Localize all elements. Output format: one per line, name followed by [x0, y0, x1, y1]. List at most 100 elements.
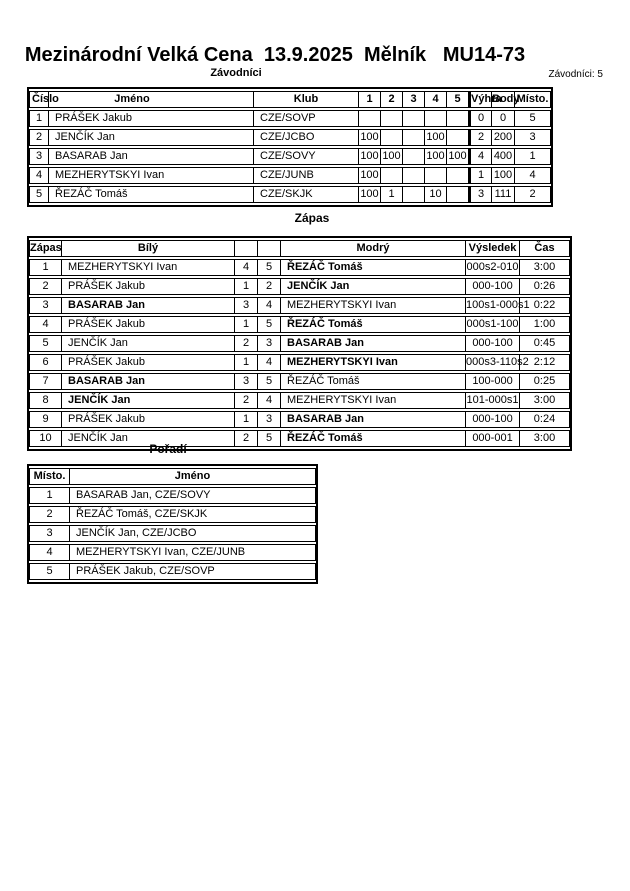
cell-name: MEZHERYTSKYI Ivan — [49, 167, 254, 184]
cell-standing-place: 3 — [29, 525, 70, 542]
standings-table: Místo. Jméno 1 BASARAB Jan, CZE/SOVY 2 Ř… — [27, 464, 318, 584]
col-header-blue-number — [258, 240, 281, 257]
cell-white-number: 1 — [235, 278, 258, 295]
cell-match-number: 9 — [29, 411, 62, 428]
cell-standing-name: ŘEZÁČ Tomáš, CZE/SKJK — [70, 506, 316, 523]
cell-standing-place: 4 — [29, 544, 70, 561]
cell-white-name: MEZHERYTSKYI Ivan — [62, 259, 235, 276]
cell-time: 0:24 — [520, 411, 570, 428]
cell-blue-name: JENČÍK Jan — [281, 278, 466, 295]
cell-blue-number: 4 — [258, 354, 281, 371]
col-header-white-number — [235, 240, 258, 257]
cell-white-number: 1 — [235, 411, 258, 428]
standing-row: 4 MEZHERYTSKYI Ivan, CZE/JUNB — [29, 544, 316, 561]
col-header-place: Místo. — [515, 91, 551, 108]
competitor-row: 2 JENČÍK Jan CZE/JCBO 100 100 2 200 3 — [29, 129, 551, 146]
cell-wins: 1 — [469, 167, 492, 184]
cell-number: 1 — [29, 110, 49, 127]
cell-round-4: 100 — [425, 129, 447, 146]
cell-blue-name: ŘEZÁČ Tomáš — [281, 316, 466, 333]
cell-match-number: 10 — [29, 430, 62, 447]
cell-time: 0:22 — [520, 297, 570, 314]
cell-number: 4 — [29, 167, 49, 184]
cell-standing-name: PRÁŠEK Jakub, CZE/SOVP — [70, 563, 316, 580]
cell-name: BASARAB Jan — [49, 148, 254, 165]
cell-blue-number: 4 — [258, 392, 281, 409]
cell-round-2 — [381, 129, 403, 146]
matches-header-row: Zápas Bílý Modrý Výsledek Čas — [29, 240, 570, 257]
cell-place: 4 — [515, 167, 551, 184]
cell-white-name: JENČÍK Jan — [62, 335, 235, 352]
cell-round-5 — [447, 167, 469, 184]
competitor-row: 5 ŘEZÁČ Tomáš CZE/SKJK 100 1 10 3 111 2 — [29, 186, 551, 203]
cell-club: CZE/SOVY — [254, 148, 359, 165]
competitor-row: 1 PRÁŠEK Jakub CZE/SOVP 0 0 5 — [29, 110, 551, 127]
match-row: 10 JENČÍK Jan 2 5 ŘEZÁČ Tomáš 000-001 3:… — [29, 430, 570, 447]
col-header-round-4: 4 — [425, 91, 447, 108]
cell-round-2 — [381, 110, 403, 127]
cell-round-4: 100 — [425, 148, 447, 165]
match-row: 2 PRÁŠEK Jakub 1 2 JENČÍK Jan 000-100 0:… — [29, 278, 570, 295]
match-row: 4 PRÁŠEK Jakub 1 5 ŘEZÁČ Tomáš 000s1-100… — [29, 316, 570, 333]
cell-standing-place: 2 — [29, 506, 70, 523]
col-header-round-1: 1 — [359, 91, 381, 108]
col-header-round-2: 2 — [381, 91, 403, 108]
cell-white-name: JENČÍK Jan — [62, 392, 235, 409]
col-header-match: Zápas — [29, 240, 62, 257]
cell-result: 000s2-010 — [466, 259, 520, 276]
cell-white-name: PRÁŠEK Jakub — [62, 278, 235, 295]
cell-number: 3 — [29, 148, 49, 165]
cell-standing-place: 1 — [29, 487, 70, 504]
cell-match-number: 5 — [29, 335, 62, 352]
cell-points: 111 — [492, 186, 515, 203]
cell-time: 2:12 — [520, 354, 570, 371]
cell-club: CZE/JCBO — [254, 129, 359, 146]
cell-round-2: 100 — [381, 148, 403, 165]
cell-round-5 — [447, 129, 469, 146]
cell-blue-name: ŘEZÁČ Tomáš — [281, 373, 466, 390]
competitor-row: 3 BASARAB Jan CZE/SOVY 100 100 100 100 4… — [29, 148, 551, 165]
match-row: 1 MEZHERYTSKYI Ivan 4 5 ŘEZÁČ Tomáš 000s… — [29, 259, 570, 276]
cell-white-name: BASARAB Jan — [62, 297, 235, 314]
cell-white-name: PRÁŠEK Jakub — [62, 316, 235, 333]
cell-result: 000s1-100 — [466, 316, 520, 333]
matches-section-label: Zápas — [294, 211, 330, 225]
cell-round-3 — [403, 129, 425, 146]
cell-round-1: 100 — [359, 167, 381, 184]
cell-standing-name: BASARAB Jan, CZE/SOVY — [70, 487, 316, 504]
match-row: 5 JENČÍK Jan 2 3 BASARAB Jan 000-100 0:4… — [29, 335, 570, 352]
col-header-number: Číslo — [29, 91, 59, 108]
cell-white-name: JENČÍK Jan — [62, 430, 235, 447]
cell-wins: 3 — [469, 186, 492, 203]
cell-white-number: 2 — [235, 335, 258, 352]
cell-white-number: 2 — [235, 430, 258, 447]
standing-row: 5 PRÁŠEK Jakub, CZE/SOVP — [29, 563, 316, 580]
col-header-name: Jméno — [49, 91, 254, 108]
col-header-round-3: 3 — [403, 91, 425, 108]
cell-number: 5 — [29, 186, 49, 203]
cell-white-number: 3 — [235, 373, 258, 390]
col-header-round-5: 5 — [447, 91, 469, 108]
competitor-row: 4 MEZHERYTSKYI Ivan CZE/JUNB 100 1 100 4 — [29, 167, 551, 184]
cell-time: 0:26 — [520, 278, 570, 295]
match-row: 3 BASARAB Jan 3 4 MEZHERYTSKYI Ivan 100s… — [29, 297, 570, 314]
competitors-section-label: Závodníci — [210, 67, 262, 79]
cell-blue-name: ŘEZÁČ Tomáš — [281, 430, 466, 447]
competitors-count: Závodníci: 5 — [548, 69, 603, 80]
cell-time: 3:00 — [520, 430, 570, 447]
cell-white-name: PRÁŠEK Jakub — [62, 411, 235, 428]
col-header-white: Bílý — [62, 240, 235, 257]
cell-blue-name: BASARAB Jan — [281, 411, 466, 428]
cell-time: 0:25 — [520, 373, 570, 390]
col-header-wins: Výhra — [469, 91, 502, 108]
standing-row: 2 ŘEZÁČ Tomáš, CZE/SKJK — [29, 506, 316, 523]
page-title: Mezinárodní Velká Cena 13.9.2025 Mělník … — [24, 44, 526, 66]
cell-white-number: 4 — [235, 259, 258, 276]
cell-name: JENČÍK Jan — [49, 129, 254, 146]
cell-round-2 — [381, 167, 403, 184]
match-row: 6 PRÁŠEK Jakub 1 4 MEZHERYTSKYI Ivan 000… — [29, 354, 570, 371]
cell-result: 101-000s1 — [466, 392, 520, 409]
col-header-result: Výsledek — [466, 240, 520, 257]
cell-round-5: 100 — [447, 148, 469, 165]
cell-blue-number: 3 — [258, 411, 281, 428]
